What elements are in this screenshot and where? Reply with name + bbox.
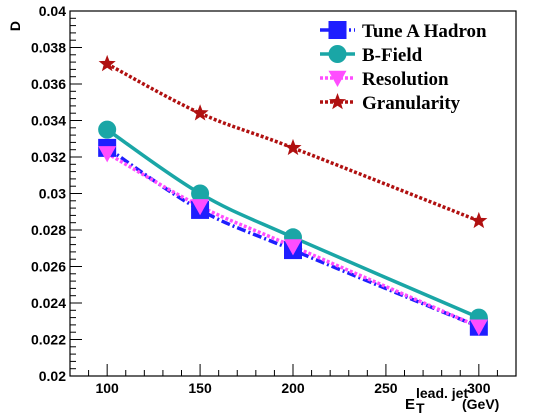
point-granularity <box>470 211 488 229</box>
legend-marker-granularity <box>328 93 347 110</box>
point-resolution <box>191 199 210 216</box>
y-tick-label: 0.02 <box>39 368 66 384</box>
plot-frame <box>69 10 517 377</box>
legend: Tune A Hadron B-Field Resolution Granularit… <box>320 21 487 114</box>
x-tick-label: 200 <box>281 380 305 396</box>
x-axis-label-unit: (GeV) <box>462 396 499 412</box>
x-tick-label: 250 <box>374 380 398 396</box>
series-line-granularity <box>106 62 480 223</box>
legend-label-granularity: Granularity <box>362 93 461 114</box>
x-axis-label: E lead. jet T (GeV) <box>405 385 499 415</box>
y-tick-label: 0.032 <box>31 149 66 165</box>
legend-marker-tune-a-hadron <box>328 21 347 39</box>
point-resolution <box>98 146 117 163</box>
legend-label-tune-a-hadron: Tune A Hadron <box>362 21 487 42</box>
y-tick-label: 0.024 <box>31 295 66 311</box>
x-axis-ticks: 100 150 200 250 300 <box>88 364 498 396</box>
legend-label-resolution: Resolution <box>362 69 449 90</box>
point-resolution <box>284 239 302 256</box>
y-tick-label: 0.03 <box>39 186 66 202</box>
series-line-b-field <box>106 128 480 320</box>
y-tick-label: 0.034 <box>31 113 66 129</box>
x-axis-label-sub: T <box>416 400 425 415</box>
y-tick-label: 0.026 <box>31 259 66 275</box>
point-b-field <box>98 120 117 139</box>
y-tick-label: 0.022 <box>31 332 66 348</box>
point-b-field <box>191 184 210 203</box>
series-markers <box>98 54 488 336</box>
x-tick-label: 300 <box>467 380 491 396</box>
x-tick-label: 100 <box>95 380 119 396</box>
x-axis-label-main: E <box>405 396 415 413</box>
x-axis-label-sup: lead. jet <box>416 385 468 401</box>
y-tick-label: 0.036 <box>31 76 66 92</box>
y-axis-label: D <box>7 21 23 31</box>
point-granularity <box>98 54 116 72</box>
point-granularity <box>284 138 302 156</box>
series-lines <box>106 62 480 329</box>
x-tick-label: 150 <box>188 380 212 396</box>
point-resolution <box>469 319 488 336</box>
legend-marker-b-field <box>328 45 347 63</box>
series-line-resolution <box>106 151 480 329</box>
y-tick-label: 0.028 <box>31 222 66 238</box>
y-axis-ticks: 0.02 0.022 0.024 0.026 0.028 0.03 0.032 0.034 0.… <box>31 3 82 384</box>
legend-label-b-field: B-Field <box>362 45 423 66</box>
svg-text:E: E <box>405 396 415 413</box>
point-granularity <box>191 104 209 121</box>
y-tick-label: 0.038 <box>31 40 66 56</box>
y-tick-label: 0.04 <box>39 3 66 19</box>
legend-marker-resolution <box>328 70 347 87</box>
